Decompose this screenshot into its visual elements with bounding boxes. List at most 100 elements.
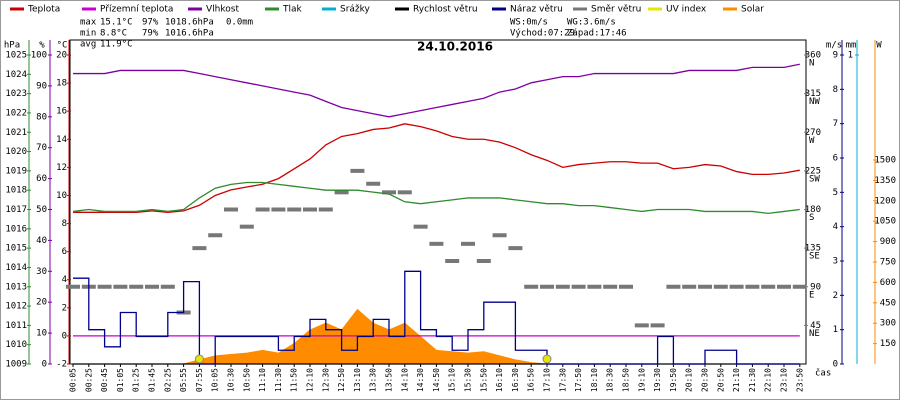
series-line — [73, 123, 800, 213]
stat-label: avg — [80, 40, 96, 50]
y-tick-label: 4 — [62, 275, 67, 285]
wind-direction — [382, 190, 396, 195]
direction-label: S — [809, 213, 814, 223]
x-tick-label: 18:30 — [606, 368, 615, 392]
x-tick-label: 20:30 — [701, 368, 710, 392]
y-tick-label: 1018 — [5, 186, 27, 196]
stat-label: max — [80, 18, 97, 28]
wind-direction — [761, 284, 776, 289]
stat-press: 1018.6hPa — [165, 18, 214, 28]
x-tick-label: 07:55 — [195, 368, 204, 392]
y-tick-label: 750 — [880, 258, 896, 268]
wind-direction — [366, 181, 381, 186]
y-tick-label: 6 — [833, 154, 838, 164]
x-tick-label: 10:50 — [242, 368, 251, 392]
y-tick-label: 20 — [56, 51, 67, 61]
x-tick-label: 14:10 — [400, 368, 409, 392]
y-tick-label: 0 — [62, 331, 67, 341]
x-tick-label: 13:30 — [369, 368, 378, 392]
x-tick-label: 10:05 — [211, 368, 220, 392]
y-tick-label: 600 — [880, 278, 896, 288]
y-tick-label: 1012 — [5, 302, 27, 312]
x-tick-label: 12:30 — [321, 368, 330, 392]
x-tick-label: 12:10 — [306, 368, 315, 392]
y-tick-label: 900 — [880, 237, 896, 247]
x-tick-label: 21:10 — [732, 368, 741, 392]
x-tick-label: 18:50 — [622, 368, 631, 392]
x-tick-label: 11:50 — [290, 368, 299, 392]
sunrise: Východ:07:29 — [510, 29, 575, 39]
y-tick-label: 14 — [56, 135, 67, 145]
direction-label: E — [809, 290, 814, 300]
y-tick-label: 1025 — [5, 51, 27, 61]
x-tick-label: 16:50 — [527, 368, 536, 392]
y-tick-label: 100 — [31, 51, 47, 61]
axis-title: m/s — [826, 41, 842, 51]
x-tick-label: 12:50 — [337, 368, 346, 392]
wind-direction — [571, 284, 586, 289]
y-tick-label: 1024 — [5, 70, 27, 80]
y-tick-label: 1015 — [5, 244, 27, 254]
y-tick-label: 360 — [805, 51, 821, 61]
y-tick-label: 90 — [36, 81, 47, 91]
stat-press: 1016.6hPa — [165, 29, 214, 39]
direction-label: N — [809, 59, 814, 69]
x-tick-label: 15:30 — [464, 368, 473, 392]
y-tick-label: 80 — [36, 112, 47, 122]
y-tick-label: 40 — [36, 236, 47, 246]
y-tick-label: 1010 — [5, 340, 27, 350]
y-tick-label: 7 — [833, 119, 838, 129]
wind-direction — [698, 284, 712, 289]
legend-label: Srážky — [340, 5, 371, 15]
wind-direction — [97, 284, 112, 289]
x-tick-label: 21:30 — [748, 368, 757, 392]
x-tick-label: 00:25 — [84, 368, 93, 392]
x-tick-label: 22:10 — [764, 368, 773, 392]
axis-title: % — [39, 41, 45, 51]
x-tick-label: 00:05 — [69, 368, 78, 392]
legend-label: Teplota — [27, 5, 60, 15]
x-axis-label: čas — [815, 368, 831, 379]
y-tick-label: 180 — [805, 205, 821, 215]
series-line — [72, 181, 800, 215]
x-tick-label: 17:50 — [574, 368, 583, 392]
wind-direction — [413, 224, 428, 229]
x-tick-label: 18:10 — [590, 368, 599, 392]
y-tick-label: 1011 — [5, 321, 27, 331]
y-tick-label: 20 — [36, 298, 47, 308]
direction-label: SW — [809, 174, 820, 184]
x-tick-label: 17:30 — [558, 368, 567, 392]
y-tick-label: 270 — [805, 128, 821, 138]
y-tick-label: 135 — [805, 244, 821, 254]
y-tick-label: 3 — [833, 257, 838, 267]
wind-direction — [350, 168, 365, 173]
wind-direction — [66, 284, 80, 289]
wind-direction — [461, 241, 475, 246]
y-tick-label: 45 — [810, 321, 821, 331]
series-line — [73, 63, 800, 118]
legend-label: Náraz větru — [510, 5, 563, 15]
y-tick-label: 1200 — [874, 196, 896, 206]
axis-title: mm — [846, 41, 857, 51]
y-tick-label: 8 — [833, 85, 838, 95]
wind-direction — [603, 284, 618, 289]
x-tick-label: 23:10 — [780, 368, 789, 392]
wind-direction — [287, 207, 302, 212]
wind-direction — [777, 284, 791, 289]
y-tick-label: 90 — [810, 282, 821, 292]
x-tick-label: 01:25 — [132, 368, 141, 392]
x-tick-label: 19:50 — [669, 368, 678, 392]
y-tick-label: 1009 — [5, 360, 27, 370]
y-tick-label: 4 — [833, 222, 838, 232]
y-tick-label: 225 — [805, 166, 821, 176]
sunset: Západ:17:46 — [567, 29, 627, 39]
wind-direction — [255, 207, 270, 212]
wind-direction — [587, 284, 602, 289]
wind-direction — [397, 190, 412, 195]
y-tick-label: 315 — [805, 89, 821, 99]
x-tick-label: 02:25 — [163, 368, 172, 392]
x-tick-label: 20:50 — [716, 368, 725, 392]
y-tick-label: 60 — [36, 174, 47, 184]
wind-direction — [318, 207, 333, 212]
